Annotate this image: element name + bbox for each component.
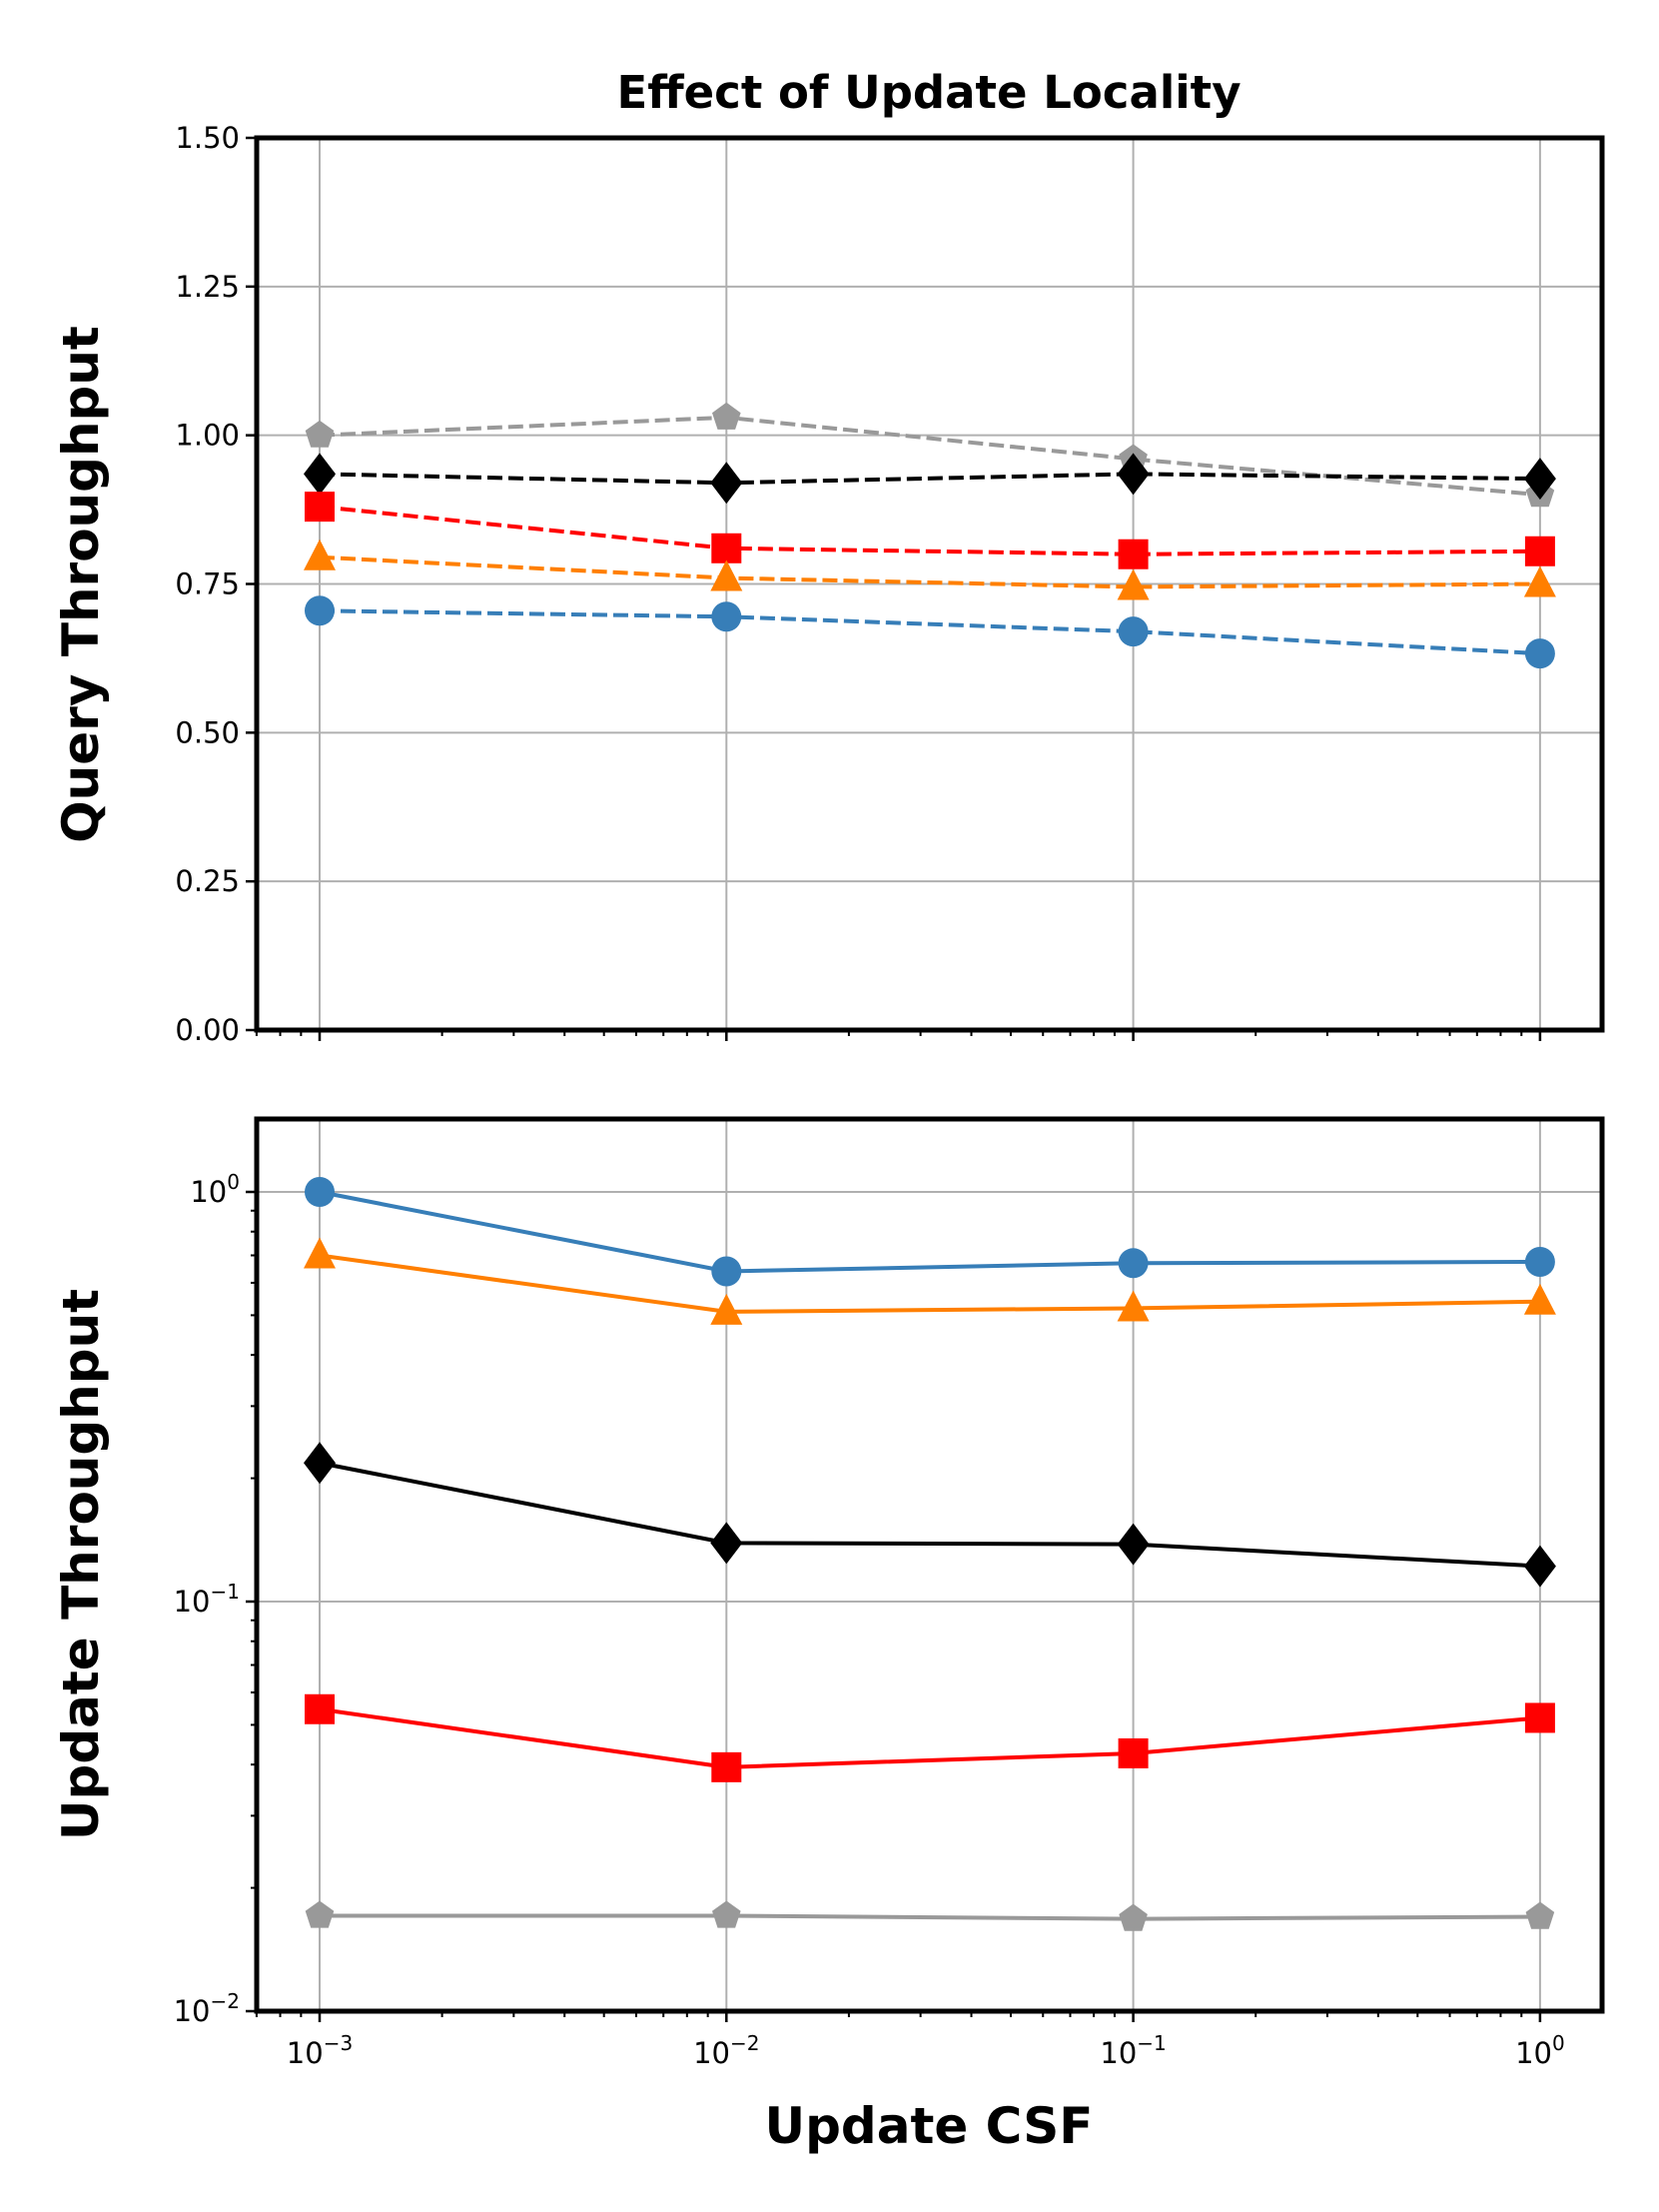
y-tick-label: 10−1 [174,1580,240,1619]
series-pentagon [305,1900,1555,1931]
square-marker [1524,536,1555,566]
triangle-marker [1117,1290,1150,1322]
chart-title: Effect of Update Locality [616,66,1241,119]
bottom-y-axis-label: Update Throughput [52,1289,110,1840]
triangle-marker [710,1293,743,1325]
tick-base: 10 [1100,2036,1137,2070]
square-marker [1524,1702,1555,1733]
series-line [319,415,1541,498]
triangle-marker [304,1237,336,1269]
pentagon-marker [1119,1903,1148,1931]
circle-marker [305,1177,335,1207]
pentagon-marker [305,420,335,448]
series-line [319,472,1540,486]
tick-base: 10 [1515,2036,1552,2070]
y-tick-label: 100 [190,1170,240,1209]
circle-marker [305,595,335,626]
series-line [319,1253,1540,1314]
series-square [305,1693,1555,1782]
pentagon-marker [712,402,741,430]
top-plot: 0.00 0.25 0.50 0.75 1.00 1.25 1.50 [175,121,1605,1047]
triangle-marker [1523,565,1556,597]
series-triangle [304,1237,1556,1325]
square-marker [1118,539,1149,569]
y-tick-label: 1.00 [175,419,240,453]
y-tick-label: 1.50 [175,121,240,155]
series-line [319,1190,1540,1274]
circle-marker [711,601,742,632]
tick-exponent: −3 [324,2031,353,2055]
series-circle [305,1177,1555,1287]
pentagon-marker [305,1900,335,1928]
diamond-marker [710,462,743,505]
diamond-marker [1117,1523,1150,1566]
tick-base: 10 [190,1175,227,1209]
series-line [319,554,1540,589]
x-tick-label: 10−2 [693,2031,759,2070]
triangle-marker [1117,568,1150,600]
diamond-marker [1523,1545,1556,1588]
series-triangle [304,539,1556,600]
diamond-marker [304,1442,336,1485]
y-tick-label: 1.25 [175,270,240,304]
tick-base: 10 [693,2036,730,2070]
y-tick-label: 0.25 [175,864,240,898]
series-diamond [304,453,1556,505]
y-tick-label: 0.75 [175,567,240,601]
y-tick-label: 0.00 [175,1013,240,1047]
tick-exponent: −1 [1137,2031,1166,2055]
circle-marker [1118,1248,1149,1279]
series-circle [305,595,1555,669]
series-line [319,1706,1541,1769]
triangle-marker [710,559,743,591]
triangle-marker [304,539,336,570]
x-tick-label: 100 [1515,2031,1565,2070]
diamond-marker [710,1522,743,1565]
series-line [319,608,1541,656]
series-diamond [304,1442,1556,1588]
top-y-axis-label: Query Throughput [52,326,110,843]
tick-exponent: 0 [1552,2031,1565,2055]
y-tick-label: 10−2 [174,1989,240,2028]
x-tick-label: 10−3 [287,2031,353,2070]
circle-marker [711,1256,742,1287]
tick-base: 10 [174,1994,211,2028]
square-marker [1118,1737,1149,1768]
square-marker [711,533,742,563]
tick-exponent: −2 [211,1989,240,2013]
tick-exponent: 0 [227,1170,240,1194]
tick-base: 10 [174,1585,211,1619]
x-tick-label: 10−1 [1100,2031,1166,2070]
axes-frame [254,1116,1605,2014]
square-marker [305,1693,335,1724]
series-line [319,1461,1541,1569]
square-marker [711,1751,742,1782]
circle-marker [1118,616,1149,647]
tick-base: 10 [287,2036,324,2070]
series-pentagon [305,402,1555,508]
diamond-marker [1117,453,1150,496]
square-marker [305,492,335,523]
circle-marker [1524,638,1555,669]
series-line [320,1913,1540,1921]
pentagon-marker [1525,1901,1555,1929]
circle-marker [1524,1246,1555,1277]
series-square [305,492,1555,569]
pentagon-marker [712,1900,741,1928]
series-line [319,505,1540,556]
diamond-marker [304,453,336,496]
y-tick-label: 0.50 [175,715,240,749]
triangle-marker [1523,1283,1556,1315]
x-axis-label: Update CSF [765,2097,1094,2155]
tick-exponent: −1 [211,1580,240,1604]
diamond-marker [1523,458,1556,501]
tick-exponent: −2 [730,2031,759,2055]
